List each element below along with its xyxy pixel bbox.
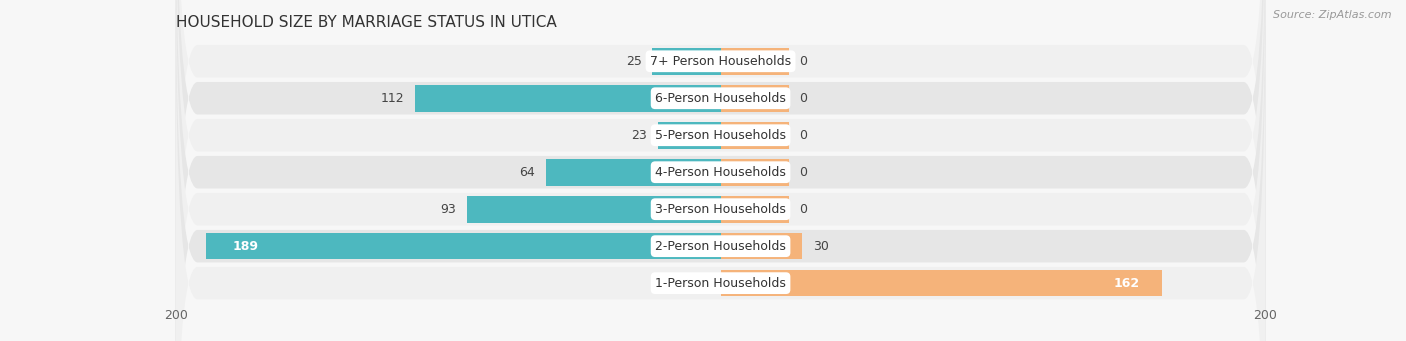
Bar <box>721 159 789 186</box>
Text: 0: 0 <box>800 129 807 142</box>
Text: 64: 64 <box>520 166 536 179</box>
Text: 0: 0 <box>800 203 807 216</box>
FancyBboxPatch shape <box>176 0 1265 341</box>
FancyBboxPatch shape <box>176 0 1265 341</box>
Text: 0: 0 <box>800 55 807 68</box>
FancyBboxPatch shape <box>176 0 1265 341</box>
Text: 93: 93 <box>440 203 457 216</box>
Text: Source: ZipAtlas.com: Source: ZipAtlas.com <box>1274 10 1392 20</box>
Bar <box>721 122 789 149</box>
Text: 162: 162 <box>1114 277 1140 290</box>
Text: 3-Person Households: 3-Person Households <box>655 203 786 216</box>
Text: 30: 30 <box>813 240 830 253</box>
Bar <box>721 270 1161 296</box>
Text: HOUSEHOLD SIZE BY MARRIAGE STATUS IN UTICA: HOUSEHOLD SIZE BY MARRIAGE STATUS IN UTI… <box>176 15 557 30</box>
Bar <box>652 48 721 75</box>
FancyBboxPatch shape <box>176 0 1265 341</box>
Text: 0: 0 <box>800 92 807 105</box>
Bar <box>721 196 789 222</box>
Bar <box>205 233 721 260</box>
Bar <box>721 85 789 112</box>
Bar <box>721 233 803 260</box>
Bar <box>467 196 721 222</box>
Bar <box>416 85 721 112</box>
Text: 25: 25 <box>626 55 641 68</box>
Text: 189: 189 <box>233 240 259 253</box>
Text: 7+ Person Households: 7+ Person Households <box>650 55 792 68</box>
Text: 112: 112 <box>381 92 405 105</box>
Text: 2-Person Households: 2-Person Households <box>655 240 786 253</box>
FancyBboxPatch shape <box>176 0 1265 341</box>
Bar <box>658 122 721 149</box>
Text: 4-Person Households: 4-Person Households <box>655 166 786 179</box>
FancyBboxPatch shape <box>176 0 1265 341</box>
Text: 1-Person Households: 1-Person Households <box>655 277 786 290</box>
Bar <box>546 159 721 186</box>
Text: 5-Person Households: 5-Person Households <box>655 129 786 142</box>
Bar <box>721 48 789 75</box>
Text: 0: 0 <box>800 166 807 179</box>
Text: 6-Person Households: 6-Person Households <box>655 92 786 105</box>
Text: 23: 23 <box>631 129 647 142</box>
FancyBboxPatch shape <box>176 3 1265 341</box>
